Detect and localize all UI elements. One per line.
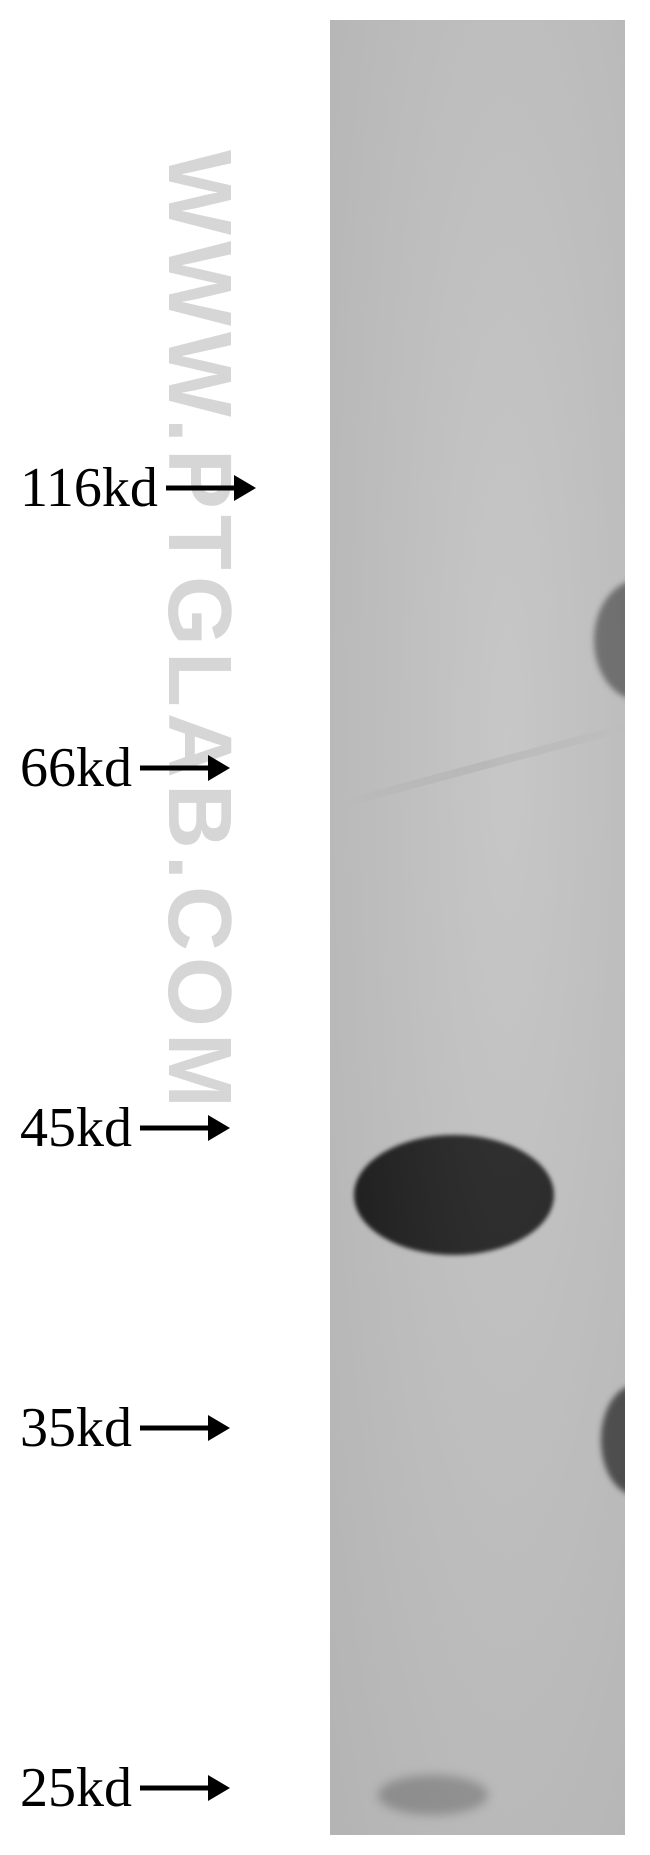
arrow-right-icon xyxy=(140,1113,230,1143)
mw-marker: 25kd xyxy=(20,1756,230,1820)
mw-marker-label: 116kd xyxy=(20,456,158,520)
mw-marker: 116kd xyxy=(20,456,256,520)
main-band xyxy=(354,1135,554,1255)
mw-marker: 45kd xyxy=(20,1096,230,1160)
blot-container: WWW.PTGLAB.COM 116kd 66kd 45kd 35kd 25kd xyxy=(0,0,650,1855)
mw-marker-label: 66kd xyxy=(20,736,132,800)
mw-marker-label: 25kd xyxy=(20,1756,132,1820)
watermark-label: WWW.PTGLAB.COM xyxy=(149,150,249,1114)
mw-marker-label: 35kd xyxy=(20,1396,132,1460)
watermark-text: WWW.PTGLAB.COM xyxy=(147,150,250,1114)
edge-spot-top xyxy=(594,580,626,700)
mw-marker: 35kd xyxy=(20,1396,230,1460)
arrow-right-icon xyxy=(140,1773,230,1803)
mw-marker-label: 45kd xyxy=(20,1096,132,1160)
bottom-faint-spot xyxy=(378,1775,488,1815)
blot-lane xyxy=(330,20,625,1835)
edge-spot-mid xyxy=(601,1385,626,1495)
artifact-diagonal xyxy=(339,722,625,807)
arrow-right-icon xyxy=(166,473,256,503)
arrow-right-icon xyxy=(140,753,230,783)
mw-marker: 66kd xyxy=(20,736,230,800)
arrow-right-icon xyxy=(140,1413,230,1443)
